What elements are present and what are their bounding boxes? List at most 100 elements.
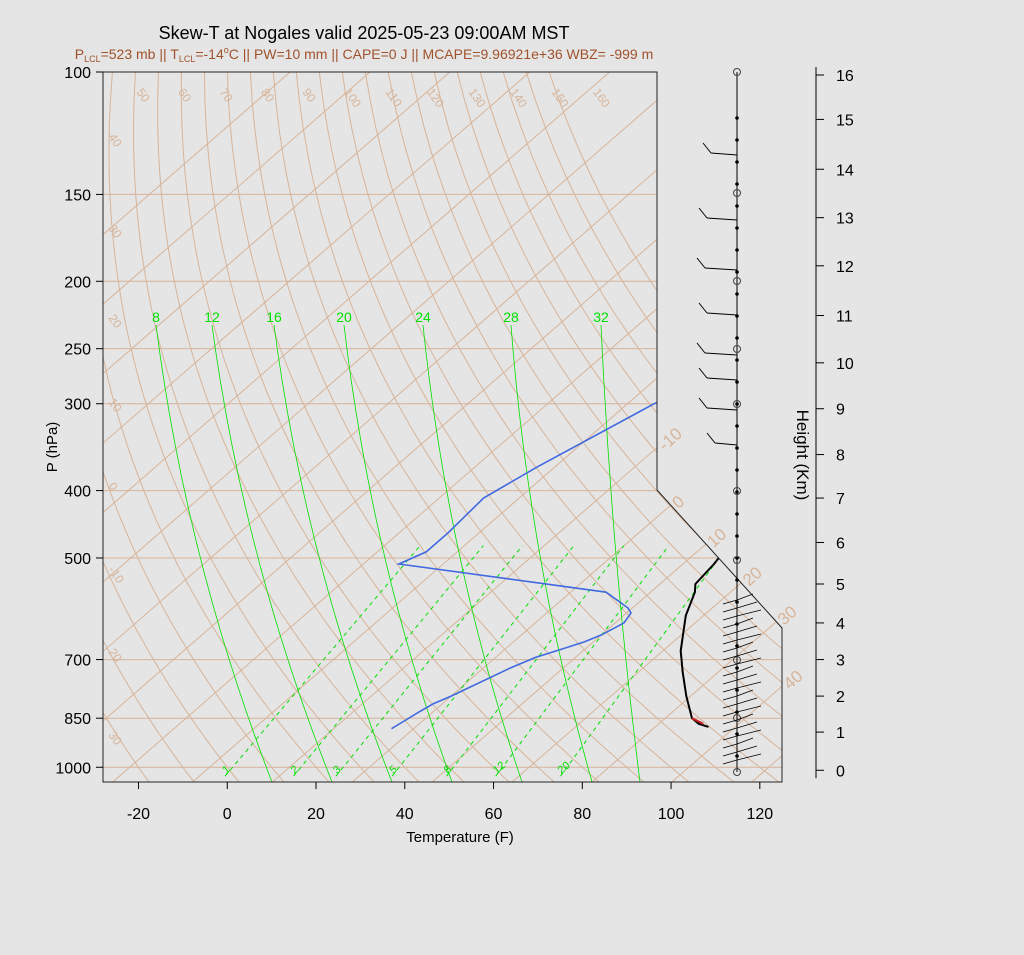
height-tick-label: 4	[836, 616, 845, 633]
dry-adiabat-line	[434, 72, 1004, 782]
wind-barb-flag	[699, 303, 707, 313]
wind-barb-low	[737, 706, 761, 712]
y-axis-label: P (hPa)	[44, 422, 61, 473]
wind-barb-flag	[697, 258, 705, 268]
dry-adiabat-label: 120	[424, 86, 447, 111]
height-tick-label: 3	[836, 653, 845, 670]
dry-adiabat-side-label: 30	[106, 729, 125, 748]
wind-barb-low	[737, 698, 757, 704]
height-tick-label: 14	[836, 162, 854, 179]
wind-barb	[705, 268, 737, 270]
wind-level-dot	[735, 490, 739, 494]
wind-level-dot	[735, 534, 739, 538]
moist-adiabat-line	[344, 325, 452, 782]
wind-level-dot	[735, 248, 739, 252]
wind-level-dot	[735, 468, 739, 472]
subtitle-plcl-sub: LCL	[84, 54, 101, 64]
dry-adiabat-label: 90	[300, 86, 319, 105]
isotherm-label: 30	[774, 602, 801, 629]
chart-title: Skew-T at Nogales valid 2025-05-23 09:00…	[159, 23, 570, 43]
isotherm-line	[0, 72, 769, 782]
wind-barb-low	[723, 696, 737, 700]
wind-level-dot	[735, 160, 739, 164]
height-axis-label: Height (Km)	[793, 410, 812, 501]
x-tick-label: -20	[127, 806, 150, 823]
height-tick-label: 8	[836, 448, 845, 465]
wind-barb-flag	[703, 143, 711, 153]
wind-barb-low	[737, 666, 753, 672]
isotherm-label: 0	[668, 492, 688, 512]
dry-adiabat-line	[296, 72, 734, 782]
dry-adiabat-line	[32, 72, 239, 782]
subtitle-tlcl-unit: C ||	[229, 46, 254, 62]
wind-barb-low	[737, 682, 761, 688]
x-tick-label: 100	[658, 806, 685, 823]
isotherm-line	[0, 72, 450, 782]
isotherm-label: 10	[703, 525, 730, 552]
dry-adiabat-line	[0, 72, 149, 782]
wind-barb-low	[737, 746, 757, 752]
wind-level-dot	[735, 666, 739, 670]
isotherm-label: 20	[739, 563, 766, 590]
subtitle-tlcl-sub: LCL	[179, 54, 196, 64]
profile-layer	[392, 72, 1024, 729]
wind-barb	[707, 378, 737, 380]
wind-barb-low	[737, 730, 761, 736]
moist-adiabat-line	[156, 325, 272, 782]
wind-level-dot	[735, 182, 739, 186]
wind-barb	[707, 313, 737, 315]
isotherm-line	[512, 72, 1024, 782]
isotherm-line	[0, 72, 530, 782]
height-tick-label: 2	[836, 689, 845, 706]
dry-adiabat-line	[109, 72, 374, 782]
wind-level-dot	[735, 402, 739, 406]
wind-level-dot	[735, 512, 739, 516]
wind-barb-flag	[707, 433, 715, 443]
wind-barb-low	[737, 690, 753, 696]
moist-adiabat-line	[423, 325, 522, 782]
wind-level-dot	[735, 424, 739, 428]
chart-subtitle: PLCL=523 mb || TLCL=-14oC || PW=10 mm ||…	[75, 45, 654, 64]
wind-barb-low	[723, 600, 737, 604]
wind-barb-low	[723, 680, 737, 684]
moist-adiabat-label: 32	[593, 309, 609, 325]
height-tick-label: 16	[836, 68, 854, 85]
wind-barb-low	[723, 624, 737, 628]
dry-adiabat-line	[319, 72, 779, 782]
dry-adiabat-line	[250, 72, 644, 782]
moist-adiabat-label: 24	[415, 309, 431, 325]
wind-barb-low	[737, 602, 757, 608]
wind-barb	[707, 408, 737, 410]
dry-adiabat-side-label: 40	[106, 131, 125, 150]
height-tick-label: 10	[836, 356, 854, 373]
mixing-ratio-line	[560, 546, 727, 777]
x-axis-label: Temperature (F)	[406, 829, 514, 846]
wind-barb-low	[723, 648, 737, 652]
wind-barb-low	[723, 688, 737, 692]
height-tick-label: 11	[836, 309, 853, 326]
wind-barb	[715, 443, 737, 445]
wind-barb-flag	[699, 368, 707, 378]
wind-level-dot	[735, 446, 739, 450]
dry-adiabat-label: 150	[549, 86, 572, 111]
isotherm-line	[193, 72, 1010, 782]
dry-adiabat-side-label: 0	[106, 480, 121, 494]
mixing-ratio-line	[293, 546, 483, 777]
x-tick-label: 40	[396, 806, 414, 823]
x-tick-label: 80	[573, 806, 591, 823]
wind-barb-low	[737, 738, 753, 744]
dry-adiabat-line	[457, 72, 1024, 782]
y-tick-label: 100	[64, 65, 91, 82]
isotherm-line	[0, 72, 610, 782]
isotherm-label: -10	[655, 424, 686, 455]
isotherm-label: 40	[780, 667, 807, 694]
height-tick-label: 7	[836, 491, 845, 508]
dry-adiabat-line	[227, 72, 599, 782]
moist-adiabat-label: 8	[152, 309, 160, 325]
